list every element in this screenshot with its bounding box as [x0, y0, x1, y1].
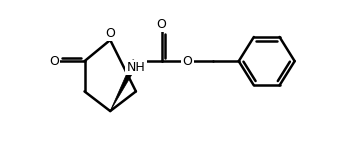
Text: O: O [182, 55, 192, 68]
Text: NH: NH [126, 61, 145, 74]
Polygon shape [110, 60, 139, 111]
Text: O: O [105, 27, 115, 40]
Text: O: O [49, 55, 59, 68]
Text: O: O [157, 18, 166, 31]
